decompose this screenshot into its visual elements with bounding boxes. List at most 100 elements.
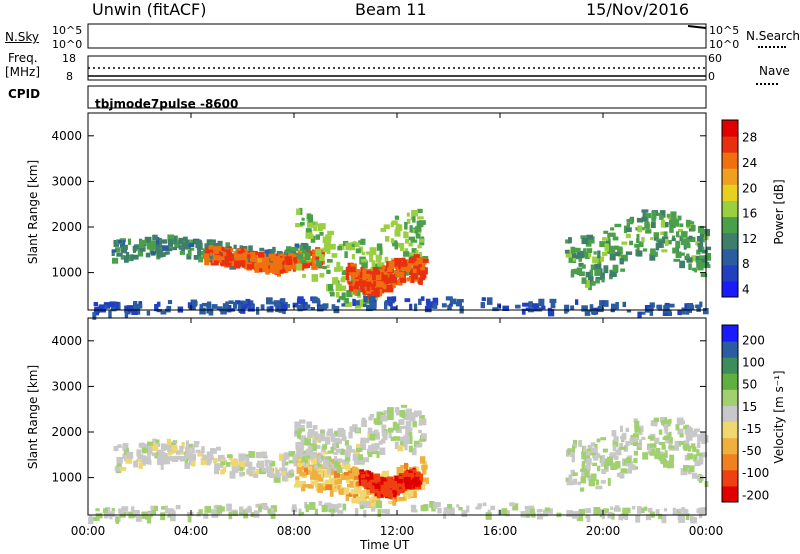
heatmap-cell <box>234 260 239 268</box>
heatmap-cell <box>348 285 353 291</box>
heatmap-cell <box>290 265 295 270</box>
heatmap-cell <box>392 490 397 494</box>
heatmap-cell <box>679 252 685 256</box>
heatmap-cell <box>400 404 408 408</box>
heatmap-cell <box>212 243 219 249</box>
heatmap-cell <box>214 246 219 255</box>
heatmap-cell <box>305 229 313 238</box>
freq-tick-top: 18 <box>62 52 76 65</box>
heatmap-cell <box>102 508 108 514</box>
heatmap-cell <box>607 456 614 465</box>
heatmap-cell <box>687 453 694 460</box>
heatmap-cell <box>345 492 353 497</box>
heatmap-cell <box>668 418 672 424</box>
heatmap-cell <box>217 246 221 253</box>
heatmap-cell <box>233 251 239 259</box>
heatmap-cell <box>432 297 439 306</box>
heatmap-cell <box>367 427 373 434</box>
heatmap-cell <box>680 238 688 246</box>
heatmap-cell <box>157 249 163 258</box>
heatmap-cell <box>156 301 161 307</box>
heatmap-cell <box>694 269 698 273</box>
heatmap-cell <box>600 307 604 312</box>
heatmap-cell <box>213 467 219 475</box>
heatmap-cell <box>308 454 315 461</box>
heatmap-cell <box>156 237 160 245</box>
heatmap-cell <box>365 501 370 508</box>
heatmap-cell <box>353 282 360 290</box>
heatmap-cell <box>342 472 349 480</box>
heatmap-cell <box>487 509 491 514</box>
heatmap-cell <box>353 450 360 455</box>
heatmap-cell <box>327 450 335 454</box>
heatmap-cell <box>368 416 373 421</box>
heatmap-cell <box>245 298 251 306</box>
heatmap-cell <box>332 277 339 285</box>
heatmap-cell <box>387 267 393 273</box>
heatmap-cell <box>292 504 297 511</box>
heatmap-cell <box>378 289 383 297</box>
heatmap-cell <box>316 298 320 303</box>
heatmap-cell <box>147 446 153 454</box>
heatmap-cell <box>612 264 619 273</box>
heatmap-cell <box>266 297 273 305</box>
heatmap-cell <box>331 508 335 513</box>
heatmap-cell <box>647 307 654 311</box>
heatmap-cell <box>621 241 628 245</box>
heatmap-cell <box>661 515 667 524</box>
heatmap-cell <box>114 466 122 472</box>
heatmap-cell <box>163 452 168 459</box>
heatmap-cell <box>689 236 696 242</box>
heatmap-cell <box>156 309 163 313</box>
heatmap-cell <box>656 304 661 309</box>
heatmap-cell <box>368 445 375 451</box>
power-heatmap-panel <box>92 207 712 320</box>
heatmap-cell <box>304 304 311 309</box>
heatmap-cell <box>373 445 377 452</box>
heatmap-cell <box>577 481 581 486</box>
heatmap-cell <box>215 446 221 451</box>
heatmap-cell <box>186 511 194 517</box>
cpid-panel <box>87 85 707 109</box>
heatmap-cell <box>159 451 164 458</box>
heatmap-cell <box>399 246 404 252</box>
heatmap-cell <box>337 485 341 490</box>
heatmap-cell <box>193 441 200 445</box>
heatmap-cell <box>586 458 592 465</box>
heatmap-cell <box>509 502 515 507</box>
colorbar-swatch <box>722 248 738 266</box>
heatmap-cell <box>632 433 639 440</box>
heatmap-cell <box>547 307 552 314</box>
heatmap-cell <box>386 413 394 421</box>
heatmap-cell <box>672 247 678 254</box>
y-tick-label: 2000 <box>51 425 82 439</box>
heatmap-cell <box>113 445 119 452</box>
heatmap-cell <box>599 241 606 248</box>
heatmap-cell <box>407 263 412 271</box>
heatmap-cell <box>294 247 299 252</box>
heatmap-cell <box>378 440 383 445</box>
heatmap-cell <box>276 251 283 255</box>
heatmap-cell <box>239 471 244 477</box>
heatmap-cell <box>589 272 593 278</box>
heatmap-cell <box>420 296 425 301</box>
heatmap-cell <box>411 209 419 217</box>
heatmap-cell <box>347 483 352 488</box>
date-label: 15/Nov/2016 <box>586 0 690 19</box>
heatmap-cell <box>658 453 665 461</box>
heatmap-cell <box>196 242 203 250</box>
heatmap-cell <box>242 511 248 516</box>
heatmap-cell <box>307 214 314 223</box>
heatmap-cell <box>617 447 622 456</box>
heatmap-cell <box>310 475 316 480</box>
heatmap-cell <box>191 447 195 454</box>
heatmap-cell <box>409 479 417 485</box>
heatmap-cell <box>269 473 276 478</box>
colorbar-tick-label: 50 <box>742 378 757 392</box>
heatmap-cell <box>297 304 303 312</box>
heatmap-cell <box>228 300 234 305</box>
heatmap-cell <box>345 242 352 251</box>
heatmap-cell <box>401 261 407 267</box>
heatmap-cell <box>149 247 154 255</box>
heatmap-cell <box>365 297 371 304</box>
